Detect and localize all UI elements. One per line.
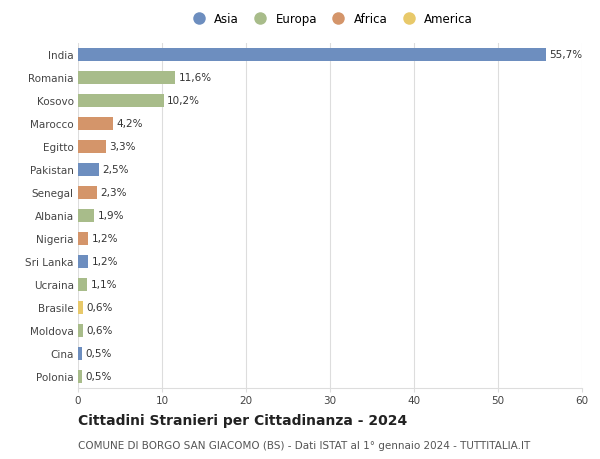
Bar xyxy=(78,140,106,153)
Bar xyxy=(78,163,99,176)
Bar xyxy=(78,301,83,314)
Text: 1,2%: 1,2% xyxy=(91,257,118,267)
Bar xyxy=(78,186,97,199)
Bar xyxy=(78,95,164,107)
Bar xyxy=(78,347,82,360)
Text: COMUNE DI BORGO SAN GIACOMO (BS) - Dati ISTAT al 1° gennaio 2024 - TUTTITALIA.IT: COMUNE DI BORGO SAN GIACOMO (BS) - Dati … xyxy=(78,440,530,450)
Text: 10,2%: 10,2% xyxy=(167,96,200,106)
Bar xyxy=(78,49,546,62)
Text: 3,3%: 3,3% xyxy=(109,142,136,152)
Bar xyxy=(78,72,175,84)
Text: Cittadini Stranieri per Cittadinanza - 2024: Cittadini Stranieri per Cittadinanza - 2… xyxy=(78,413,407,427)
Text: 0,6%: 0,6% xyxy=(86,302,113,313)
Bar xyxy=(78,324,83,337)
Bar xyxy=(78,370,82,383)
Text: 55,7%: 55,7% xyxy=(549,50,583,60)
Text: 2,5%: 2,5% xyxy=(103,165,129,175)
Bar xyxy=(78,232,88,245)
Text: 2,3%: 2,3% xyxy=(101,188,127,198)
Legend: Asia, Europa, Africa, America: Asia, Europa, Africa, America xyxy=(182,8,478,31)
Text: 11,6%: 11,6% xyxy=(179,73,212,83)
Text: 1,2%: 1,2% xyxy=(91,234,118,244)
Text: 1,1%: 1,1% xyxy=(91,280,117,290)
Text: 0,5%: 0,5% xyxy=(86,348,112,358)
Bar xyxy=(78,278,87,291)
Text: 1,9%: 1,9% xyxy=(97,211,124,221)
Text: 0,6%: 0,6% xyxy=(86,325,113,336)
Bar xyxy=(78,118,113,130)
Bar xyxy=(78,209,94,222)
Text: 4,2%: 4,2% xyxy=(116,119,143,129)
Bar xyxy=(78,255,88,268)
Text: 0,5%: 0,5% xyxy=(86,371,112,381)
